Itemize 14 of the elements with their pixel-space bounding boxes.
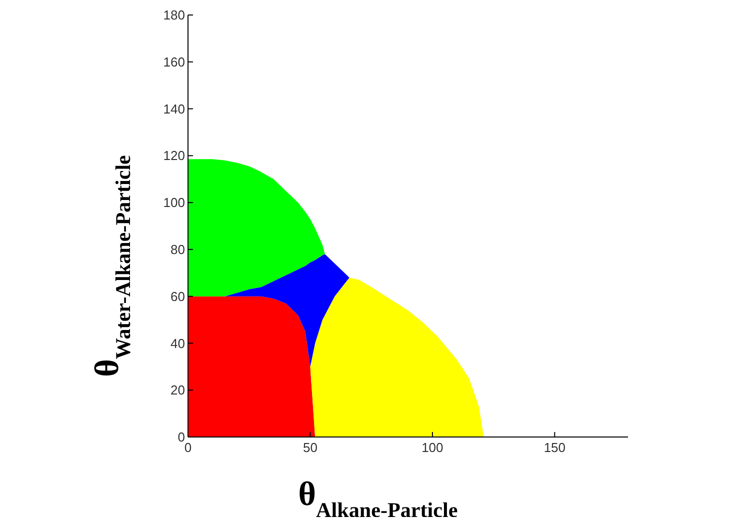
y-tick-label: 0 [178, 430, 185, 445]
y-tick-label: 160 [163, 54, 185, 70]
y-tick-label: 80 [170, 242, 185, 257]
y-tick-label: 60 [170, 288, 185, 304]
x-tick-label: 100 [422, 440, 444, 455]
y-tick-label: 100 [163, 195, 185, 210]
y-tick-label: 120 [163, 148, 185, 164]
y-tick-label: 140 [163, 101, 185, 116]
x-tick-label: 50 [302, 440, 318, 455]
y-tick-label: 40 [170, 336, 185, 351]
y-tick-label: 20 [170, 382, 185, 398]
x-tick-label: 150 [544, 440, 566, 455]
x-axis-title: θ$_{Alkane-Particle}$ [298, 476, 458, 522]
y-tick-label: 180 [163, 8, 185, 23]
